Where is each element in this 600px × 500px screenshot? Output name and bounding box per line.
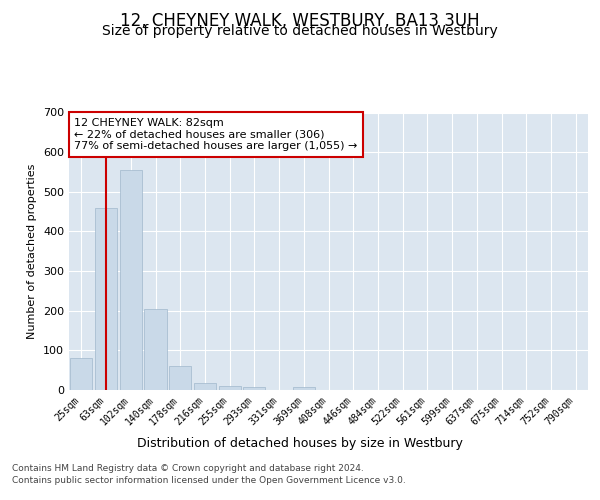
Bar <box>145 308 167 390</box>
Text: Size of property relative to detached houses in Westbury: Size of property relative to detached ho… <box>102 24 498 38</box>
Bar <box>293 387 315 390</box>
Y-axis label: Number of detached properties: Number of detached properties <box>28 164 37 339</box>
Bar <box>70 358 92 390</box>
Text: 12, CHEYNEY WALK, WESTBURY, BA13 3UH: 12, CHEYNEY WALK, WESTBURY, BA13 3UH <box>120 12 480 30</box>
Bar <box>194 383 216 390</box>
Text: Contains public sector information licensed under the Open Government Licence v3: Contains public sector information licen… <box>12 476 406 485</box>
Bar <box>95 208 117 390</box>
Text: Distribution of detached houses by size in Westbury: Distribution of detached houses by size … <box>137 438 463 450</box>
Bar <box>243 387 265 390</box>
Text: Contains HM Land Registry data © Crown copyright and database right 2024.: Contains HM Land Registry data © Crown c… <box>12 464 364 473</box>
Bar <box>218 386 241 390</box>
Bar <box>119 170 142 390</box>
Text: 12 CHEYNEY WALK: 82sqm
← 22% of detached houses are smaller (306)
77% of semi-de: 12 CHEYNEY WALK: 82sqm ← 22% of detached… <box>74 118 358 151</box>
Bar <box>169 366 191 390</box>
